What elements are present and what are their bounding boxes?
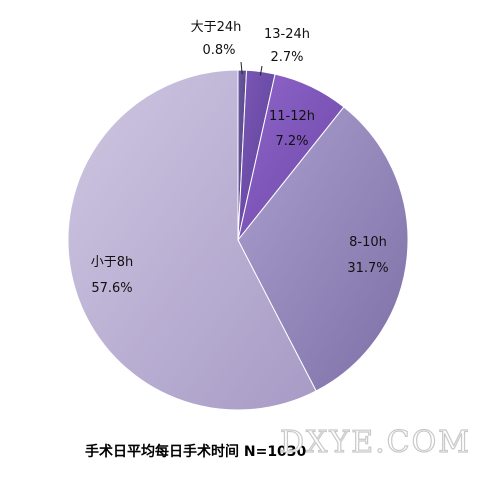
- label-lt8-percent: 57.6%: [91, 281, 132, 296]
- pie-slices: [67, 69, 409, 411]
- leader-line-13-24h: [259, 65, 263, 76]
- slice-8-10h: [237, 106, 409, 392]
- label-11-12-category: 11-12h: [269, 109, 315, 124]
- label-8-10-percent: 31.7%: [347, 261, 388, 276]
- slice-lt8h: [67, 69, 317, 411]
- label-13-24-percent: 2.7%: [270, 50, 303, 65]
- label-lt8-category: 小于8h: [91, 255, 134, 270]
- leader-line-gt24h: [240, 61, 243, 75]
- chart-title: 手术日平均每日手术时间 N=1030: [85, 443, 307, 460]
- label-gt24-category: 大于24h: [191, 20, 242, 35]
- leader-lines: [240, 61, 263, 76]
- label-11-12-percent: 7.2%: [275, 134, 308, 149]
- label-gt24-percent: 0.8%: [202, 43, 235, 58]
- label-8-10-category: 8-10h: [349, 235, 387, 250]
- watermark: DXYE.COM: [280, 425, 471, 460]
- label-13-24-category: 13-24h: [264, 27, 310, 42]
